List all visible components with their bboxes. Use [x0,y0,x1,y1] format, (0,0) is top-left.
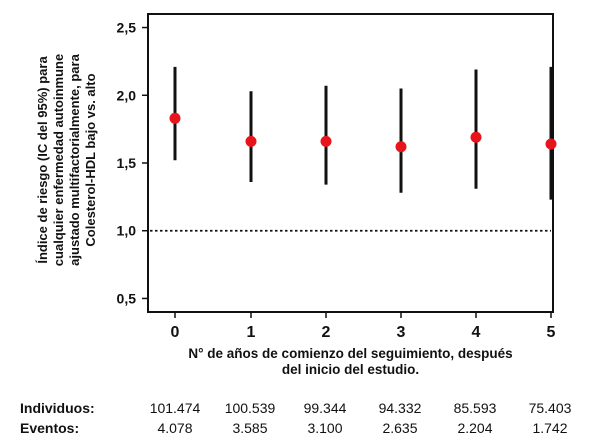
point-estimate [245,135,257,147]
x-axis-ticks: 0 1 2 3 4 5 [171,312,556,341]
individuos-value: 99.344 [303,400,347,416]
eventos-value: 3.100 [307,420,343,436]
point-estimate [545,138,557,150]
y-tick-label: 2,5 [117,20,137,36]
y-axis-ticks: 0,5 1,0 1,5 2,0 2,5 [117,20,148,306]
plot-frame [147,13,554,313]
x-axis-title: N° de años de comienzo del seguimiento, … [148,346,553,378]
confidence-intervals [173,66,553,200]
individuos-value: 100.539 [224,400,276,416]
y-tick-label: 1,5 [117,155,137,171]
y-axis-title-line-2: cualquier enfermedad autoinmune [51,53,66,267]
individuos-value: 75.403 [528,400,572,416]
eventos-value: 3.585 [232,420,268,436]
individuos-value: 85.593 [453,400,497,416]
y-axis-title: Índice de riesgo (IC del 95%) para cualq… [12,10,122,310]
y-axis-title-line-4: Colesterol-HDL bajo vs. alto [83,73,98,247]
individuos-value: 101.474 [149,400,201,416]
point-estimate [395,141,407,153]
y-tick-label: 2,0 [117,87,137,103]
individuos-label: Individuos: [20,400,95,416]
point-estimate [470,131,482,143]
eventos-value: 2.635 [382,420,418,436]
y-axis-title-line-3: ajustado multifactorialmente, para [67,54,82,266]
individuos-value: 94.332 [378,400,422,416]
x-tick-label: 3 [397,324,406,341]
x-tick-label: 4 [472,324,481,341]
y-tick-label: 0,5 [117,290,137,306]
x-tick-label: 5 [547,324,556,341]
eventos-value: 4.078 [157,420,193,436]
eventos-label: Eventos: [20,420,80,436]
point-estimate [169,112,181,124]
x-axis-title-line-1: N° de años de comienzo del seguimiento, … [188,346,513,361]
x-tick-label: 0 [171,324,180,341]
x-axis-title-line-2: del inicio del estudio. [281,362,420,377]
point-estimate [320,135,332,147]
y-tick-label: 1,0 [117,223,137,239]
point-estimates [169,112,557,153]
eventos-value: 2.204 [457,420,493,436]
x-tick-label: 2 [322,324,331,341]
x-tick-label: 1 [247,324,256,341]
y-axis-title-line-1: Índice de riesgo (IC del 95%) para [35,56,50,264]
eventos-value: 1.742 [532,420,568,436]
